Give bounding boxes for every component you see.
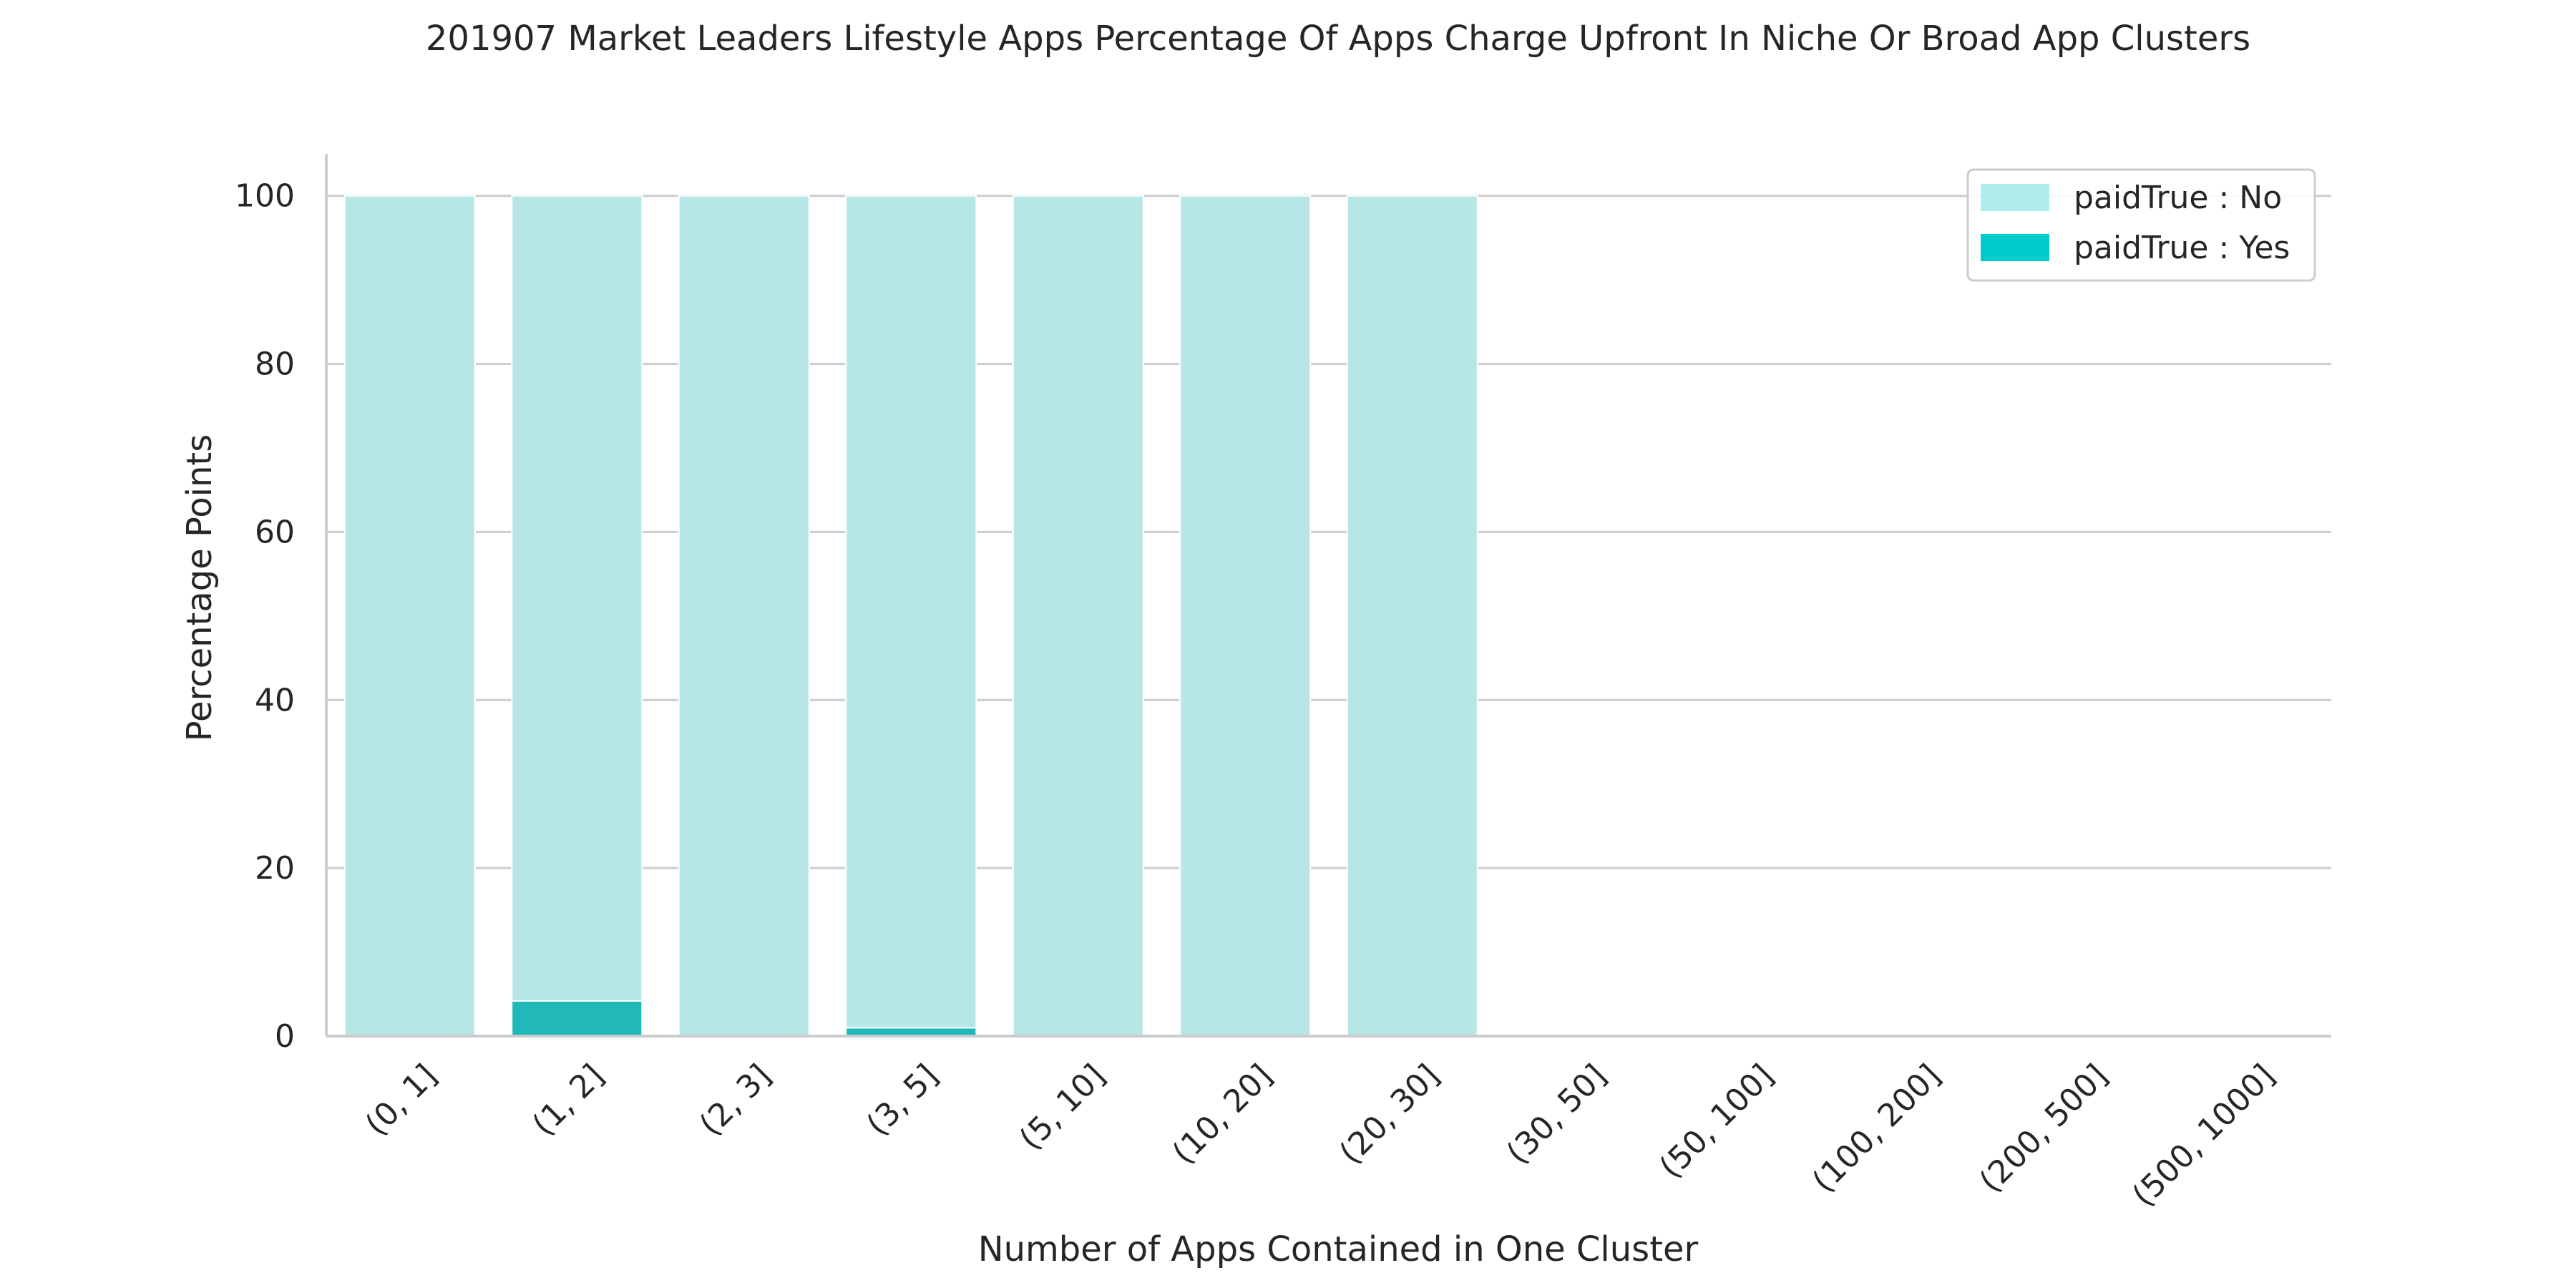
bar-no-4 — [1012, 195, 1144, 1038]
y-tick-label: 20 — [255, 850, 295, 887]
x-tick-label: (0, 1] — [358, 1058, 444, 1143]
y-tick-label: 80 — [255, 346, 295, 383]
y-tick-label: 0 — [275, 1018, 295, 1055]
x-tick-label: (5, 10] — [1013, 1058, 1113, 1158]
x-tick-label: (10, 20] — [1166, 1058, 1279, 1171]
legend-label: paidTrue : Yes — [2074, 230, 2290, 266]
bar-no-0 — [343, 195, 476, 1038]
bar-no-5 — [1179, 195, 1312, 1038]
x-tick-label: (100, 200] — [1805, 1058, 1948, 1200]
x-tick-label: (20, 30] — [1332, 1058, 1446, 1171]
x-tick-label: (500, 1000] — [2125, 1058, 2282, 1214]
axes — [325, 154, 2331, 1038]
x-tick-label: (30, 50] — [1500, 1058, 1614, 1171]
x-tick-label: (2, 3] — [693, 1058, 779, 1143]
y-tick-label: 100 — [235, 178, 295, 215]
legend-label: paidTrue : No — [2074, 180, 2282, 216]
x-tick-label: (1, 2] — [525, 1058, 611, 1143]
legend: paidTrue : No paidTrue : Yes — [1966, 168, 2316, 282]
bar-no-1 — [511, 195, 643, 1002]
bar-yes-1 — [511, 1000, 643, 1038]
bar-no-2 — [678, 195, 810, 1038]
chart-title: 201907 Market Leaders Lifestyle Apps Per… — [426, 19, 2250, 59]
y-tick-label: 60 — [255, 514, 295, 550]
legend-swatch-yes — [1981, 234, 2049, 261]
y-axis-label: Percentage Points — [180, 434, 220, 741]
x-axis-label: Number of Apps Contained in One Cluster — [978, 1229, 1699, 1269]
bar-no-3 — [845, 195, 977, 1029]
x-tick-label: (50, 100] — [1652, 1058, 1780, 1186]
x-tick-label: (3, 5] — [859, 1058, 945, 1143]
bars — [343, 195, 1478, 1038]
y-tick-label: 40 — [255, 682, 295, 718]
legend-box — [1966, 168, 2316, 282]
x-tick-label: (200, 500] — [1973, 1058, 2115, 1200]
bar-no-6 — [1346, 195, 1478, 1038]
legend-swatch-no — [1981, 184, 2049, 211]
